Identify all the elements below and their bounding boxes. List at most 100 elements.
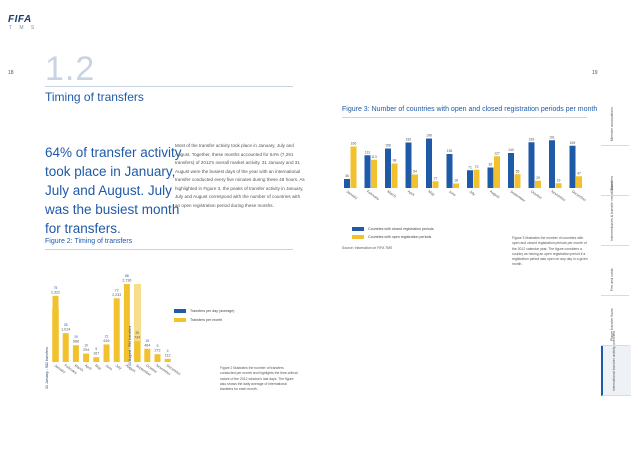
figure3-value-label: 140 bbox=[508, 148, 514, 152]
side-navigation: International transfer activity overview… bbox=[601, 95, 631, 396]
figure2-value-label: 1,014 bbox=[61, 328, 70, 332]
side-tab-4[interactable]: Transfers bbox=[601, 145, 629, 196]
figure3-month-label: May bbox=[427, 190, 435, 197]
figure2-value-label: 2,322 bbox=[51, 290, 60, 294]
figure2-daily-average-label: 19 bbox=[74, 335, 78, 339]
figure3-source: Source: Information on FIFA TMS bbox=[342, 246, 393, 250]
figure3-bar-open-december bbox=[576, 176, 582, 188]
fifa-logo: FIFA bbox=[8, 14, 32, 25]
figure3-value-label: 183 bbox=[529, 137, 535, 141]
figure2-bar-june bbox=[103, 344, 110, 362]
figure3-bar-open-july bbox=[473, 169, 480, 188]
figure3-value-label: 113 bbox=[371, 155, 377, 159]
figure2-month-label: July bbox=[115, 364, 123, 371]
figure2-month-label: August bbox=[125, 364, 136, 374]
figure3-month-label: September bbox=[509, 190, 526, 202]
figure3-bar-closed-march bbox=[385, 148, 391, 188]
side-tab-5[interactable]: Member associations bbox=[601, 95, 629, 146]
figure3-bar-open-november bbox=[555, 183, 562, 188]
figure3-month-label: December bbox=[571, 190, 588, 202]
figure2-month-label: May bbox=[94, 364, 102, 371]
figure3-value-label: 131 bbox=[365, 150, 371, 154]
legend-label-day: Transfers per day (average) bbox=[190, 309, 235, 313]
band-august-label: 31 August - 594 transfers bbox=[128, 325, 132, 366]
figure2-value-label: 167 bbox=[93, 352, 99, 356]
legend-swatch-day bbox=[174, 309, 186, 314]
figure3-caption: Figure 3 illustrates the number of count… bbox=[512, 236, 588, 267]
figure3-value-label: 27 bbox=[434, 176, 438, 180]
figure3-bar-closed-january bbox=[344, 179, 350, 188]
figure3-value-label: 19 bbox=[557, 178, 561, 182]
figure2-caption: Figure 2 illustrates the number of trans… bbox=[220, 366, 298, 392]
legend-swatch-open bbox=[352, 235, 364, 240]
figure3-bar-open-january bbox=[350, 146, 357, 188]
legend-label-month: Transfers per month bbox=[190, 318, 223, 322]
figure2-daily-average-label: 15 bbox=[146, 339, 150, 343]
figure2-value-label: 294 bbox=[83, 348, 89, 352]
figure2-bar-february bbox=[62, 333, 69, 362]
figure3-bar-open-april bbox=[412, 174, 418, 188]
figure3-bar-open-march bbox=[391, 163, 398, 188]
figure2-value-label: 588 bbox=[73, 340, 79, 344]
figure3-value-label: 169 bbox=[570, 141, 576, 145]
figure2-bar-july bbox=[113, 298, 120, 362]
side-tab-3[interactable]: Intermediaries & transfer negotiations bbox=[601, 181, 629, 246]
figure3-bar-closed-august bbox=[487, 167, 494, 188]
figure2-legend-month: Transfers per month bbox=[174, 318, 223, 323]
figure3-bar-closed-may bbox=[426, 138, 432, 188]
page-number-right: 19 bbox=[592, 70, 598, 76]
figure2-daily-average-label: 72 bbox=[115, 288, 119, 292]
figure3-month-label: July bbox=[468, 190, 476, 197]
figure3-month-label: February bbox=[366, 190, 380, 202]
figure2-month-label: March bbox=[74, 364, 84, 373]
figure3-value-label: 127 bbox=[494, 151, 500, 155]
figure2-daily-average-label: 35 bbox=[64, 323, 68, 327]
section-number: 1.2 bbox=[45, 50, 96, 88]
legend-label-open: Countries with open registration periods bbox=[368, 235, 432, 239]
page-number-left: 18 bbox=[8, 70, 14, 76]
side-tab-1[interactable]: Player transfer flows bbox=[601, 295, 629, 346]
figure2-value-label: 272 bbox=[155, 349, 161, 353]
figure2-rule bbox=[45, 249, 293, 250]
figure3-value-label: 82 bbox=[489, 163, 493, 167]
figure2-legend-day: Transfers per day (average) bbox=[174, 309, 235, 314]
figure3-legend-closed: Countries with closed registration perio… bbox=[352, 227, 434, 232]
figure3-value-label: 71 bbox=[468, 165, 472, 169]
figure3-title: Figure 3: Number of countries with open … bbox=[342, 106, 598, 113]
side-tab-2[interactable]: Fee and costs bbox=[601, 245, 629, 296]
side-tab-label: Fee and costs bbox=[610, 268, 614, 291]
figure3-bar-open-june bbox=[453, 183, 459, 188]
figure3-month-label: January bbox=[345, 190, 358, 201]
figure3-month-label: April bbox=[407, 190, 415, 198]
figure3-bar-closed-april bbox=[405, 142, 412, 188]
figure2-daily-average-label: 9 bbox=[157, 344, 159, 348]
figure3-bar-closed-february bbox=[364, 155, 371, 188]
figure3-value-label: 36 bbox=[345, 174, 349, 178]
side-tab-0[interactable]: International transfer activity overview bbox=[601, 331, 631, 396]
figure2-bar-december bbox=[164, 358, 171, 362]
figure3-bar-open-may bbox=[432, 181, 439, 188]
figure3-value-label: 182 bbox=[406, 138, 412, 142]
figure2-daily-average-label: 21 bbox=[105, 334, 109, 338]
figure2-bar-may bbox=[93, 357, 100, 362]
figure3-rule bbox=[342, 117, 587, 118]
section-rule bbox=[45, 86, 293, 87]
figure2-daily-average-label: 5 bbox=[95, 347, 97, 351]
figure3-value-label: 47 bbox=[577, 171, 581, 175]
figure2-bar-october bbox=[144, 348, 151, 362]
section-title: Timing of transfers bbox=[45, 90, 144, 104]
figure2-bar-november bbox=[154, 354, 161, 362]
figure2-month-label: February bbox=[64, 364, 78, 376]
figure2-daily-average-label: 4 bbox=[167, 349, 169, 353]
figure2-daily-average-label: 25 bbox=[135, 331, 139, 335]
figure2-daily-average-label: 88 bbox=[125, 274, 129, 278]
figure2-value-label: 616 bbox=[104, 339, 110, 343]
band-january-label: 31 January - 582 transfers bbox=[45, 347, 49, 389]
figure3-value-label: 191 bbox=[549, 135, 555, 139]
figure2-value-label: 2,736 bbox=[122, 279, 131, 283]
figure3-month-label: August bbox=[489, 190, 500, 200]
figure2-month-label: January bbox=[53, 364, 66, 375]
legend-swatch-closed bbox=[352, 227, 364, 232]
